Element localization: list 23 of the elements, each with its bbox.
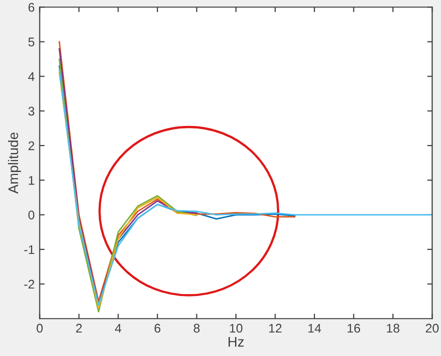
x-tick-label: 16 — [348, 324, 360, 333]
y-axis-title: Amplitude — [8, 132, 21, 194]
y-tick-label: 2 — [28, 141, 34, 150]
x-tick-label: 10 — [230, 324, 242, 333]
x-tick-label: 14 — [308, 324, 322, 333]
x-tick-label: 20 — [426, 324, 439, 333]
x-tick-label: 0 — [36, 324, 43, 333]
y-tick-label: 3 — [28, 106, 34, 116]
y-tick-label: -1 — [24, 245, 34, 254]
x-axis-title: Hz — [228, 337, 244, 347]
y-tick-label: -2 — [24, 280, 34, 289]
x-tick-label: 6 — [154, 324, 160, 333]
line-series — [58, 68, 432, 306]
x-tick-label: 2 — [76, 324, 82, 333]
y-tick-label: 5 — [28, 38, 34, 46]
x-tick-label: 8 — [194, 324, 200, 333]
y-tick-label: 6 — [28, 2, 34, 12]
y-tick-label: 4 — [28, 72, 34, 81]
x-tick-label: 4 — [115, 324, 122, 333]
y-tick-label: 1 — [28, 176, 34, 185]
x-tick-label: 18 — [386, 324, 400, 333]
y-tick-label: 0 — [28, 210, 34, 220]
x-tick-label: 12 — [269, 324, 282, 333]
